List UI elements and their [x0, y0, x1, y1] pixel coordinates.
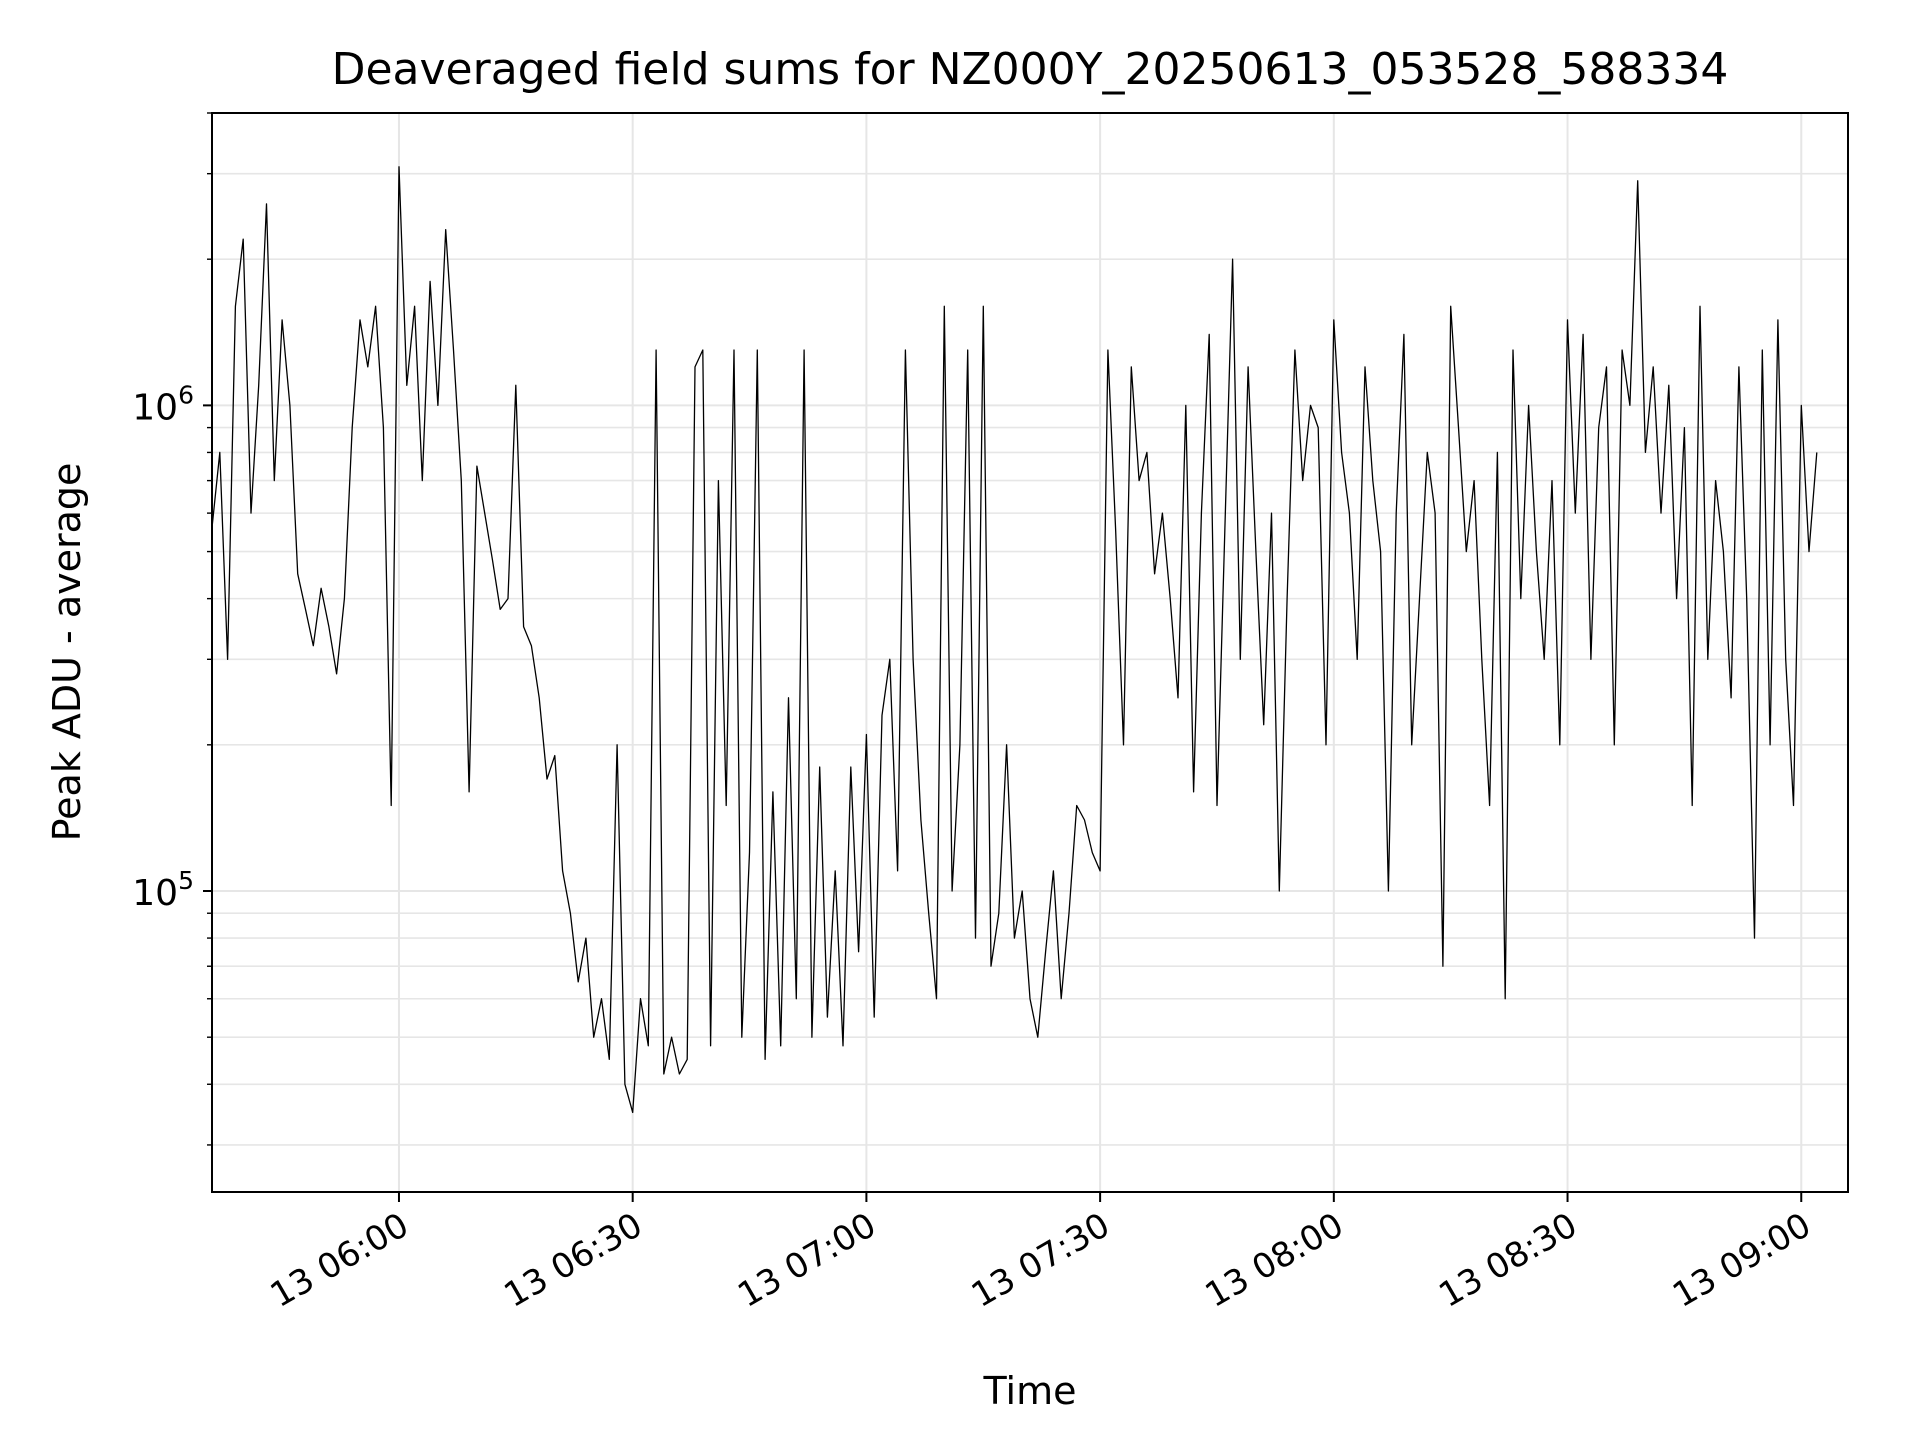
y-axis: 105 106 [132, 112, 212, 1146]
x-axis-label: Time [983, 1369, 1077, 1413]
plot-series-group [211, 166, 1818, 1114]
y-tick-label: 105 [132, 866, 194, 914]
y-tick-label: 106 [132, 380, 194, 428]
series-line-peak-adu [211, 166, 1818, 1114]
plot-area-frame [211, 112, 1849, 1193]
chart-title: Deaveraged field sums for NZ000Y_2025061… [332, 44, 1729, 95]
y-axis-label: Peak ADU - average [45, 463, 89, 842]
